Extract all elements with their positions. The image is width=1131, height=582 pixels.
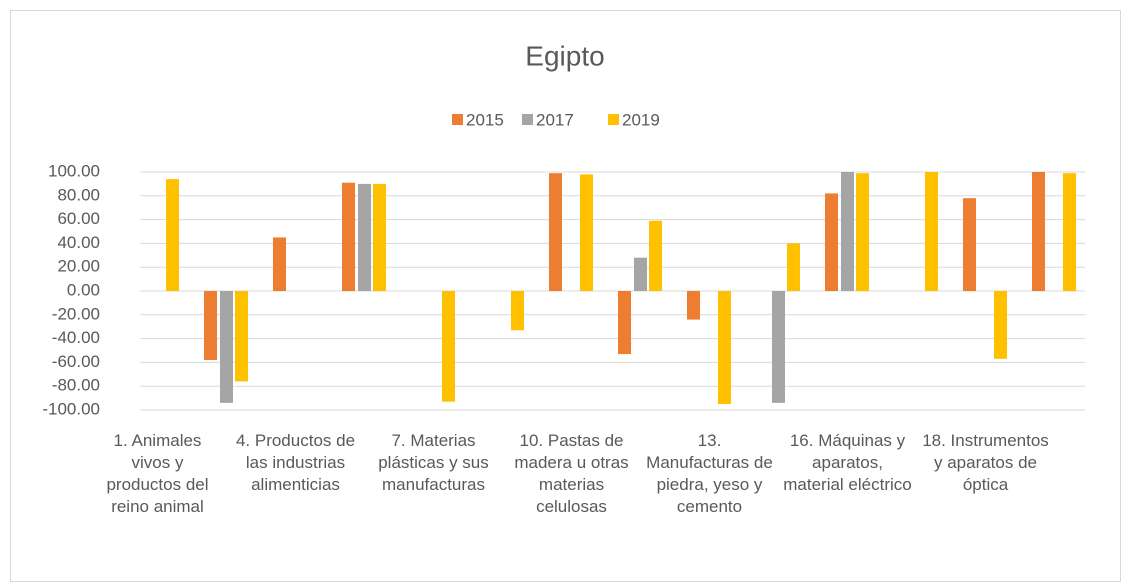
bar (772, 291, 785, 403)
bar (856, 173, 869, 291)
bar (273, 237, 286, 291)
y-tick-label: -60.00 (52, 352, 100, 371)
bar (994, 291, 1007, 359)
bar (220, 291, 233, 403)
legend-swatch (522, 114, 533, 125)
y-tick-label: 80.00 (57, 185, 100, 204)
x-tick-label: 16. Máquinas y aparatos, material eléctr… (783, 431, 912, 494)
y-tick-label: 60.00 (57, 209, 100, 228)
y-tick-label: -80.00 (52, 376, 100, 395)
bar (204, 291, 217, 361)
x-tick-label: 4. Productos de las industrias alimentic… (235, 431, 356, 494)
bar (649, 220, 662, 291)
bar (841, 172, 854, 291)
x-tick-label: 7. Materias plásticas y sus manufacturas (378, 431, 489, 494)
bar (166, 179, 179, 291)
legend-swatch (452, 114, 463, 125)
bar (963, 198, 976, 291)
legend-label: 2015 (466, 110, 504, 129)
bar (511, 291, 524, 331)
y-tick-label: 20.00 (57, 257, 100, 276)
y-tick-label: 100.00 (48, 161, 100, 180)
y-tick-label: -100.00 (42, 399, 100, 418)
bar (1032, 172, 1045, 291)
y-tick-label: -20.00 (52, 304, 100, 323)
legend-label: 2019 (622, 110, 660, 129)
chart-border (10, 10, 1121, 582)
bar (342, 182, 355, 291)
bar (718, 291, 731, 405)
bar (358, 183, 371, 291)
bar (373, 183, 386, 291)
bar (235, 291, 248, 382)
bar (618, 291, 631, 355)
bar (580, 174, 593, 291)
chart-title: Egipto (525, 40, 604, 71)
bar (549, 173, 562, 291)
legend-label: 2017 (536, 110, 574, 129)
bar (787, 243, 800, 291)
bar (925, 172, 938, 291)
y-tick-label: 40.00 (57, 233, 100, 252)
bar (442, 291, 455, 402)
bar (687, 291, 700, 320)
bar (1063, 173, 1076, 291)
x-tick-label: 1. Animales vivos y productos del reino … (106, 431, 209, 516)
bar (825, 193, 838, 291)
y-tick-label: -40.00 (52, 328, 100, 347)
bar (634, 257, 647, 291)
x-tick-label: 13. Manufacturas de piedra, yeso y cemen… (646, 431, 773, 516)
y-tick-label: 0.00 (67, 280, 100, 299)
x-tick-label: 10. Pastas de madera u otras materias ce… (514, 431, 629, 516)
x-tick-label: 18. Instrumentos y aparatos de óptica (922, 431, 1049, 494)
legend-swatch (608, 114, 619, 125)
